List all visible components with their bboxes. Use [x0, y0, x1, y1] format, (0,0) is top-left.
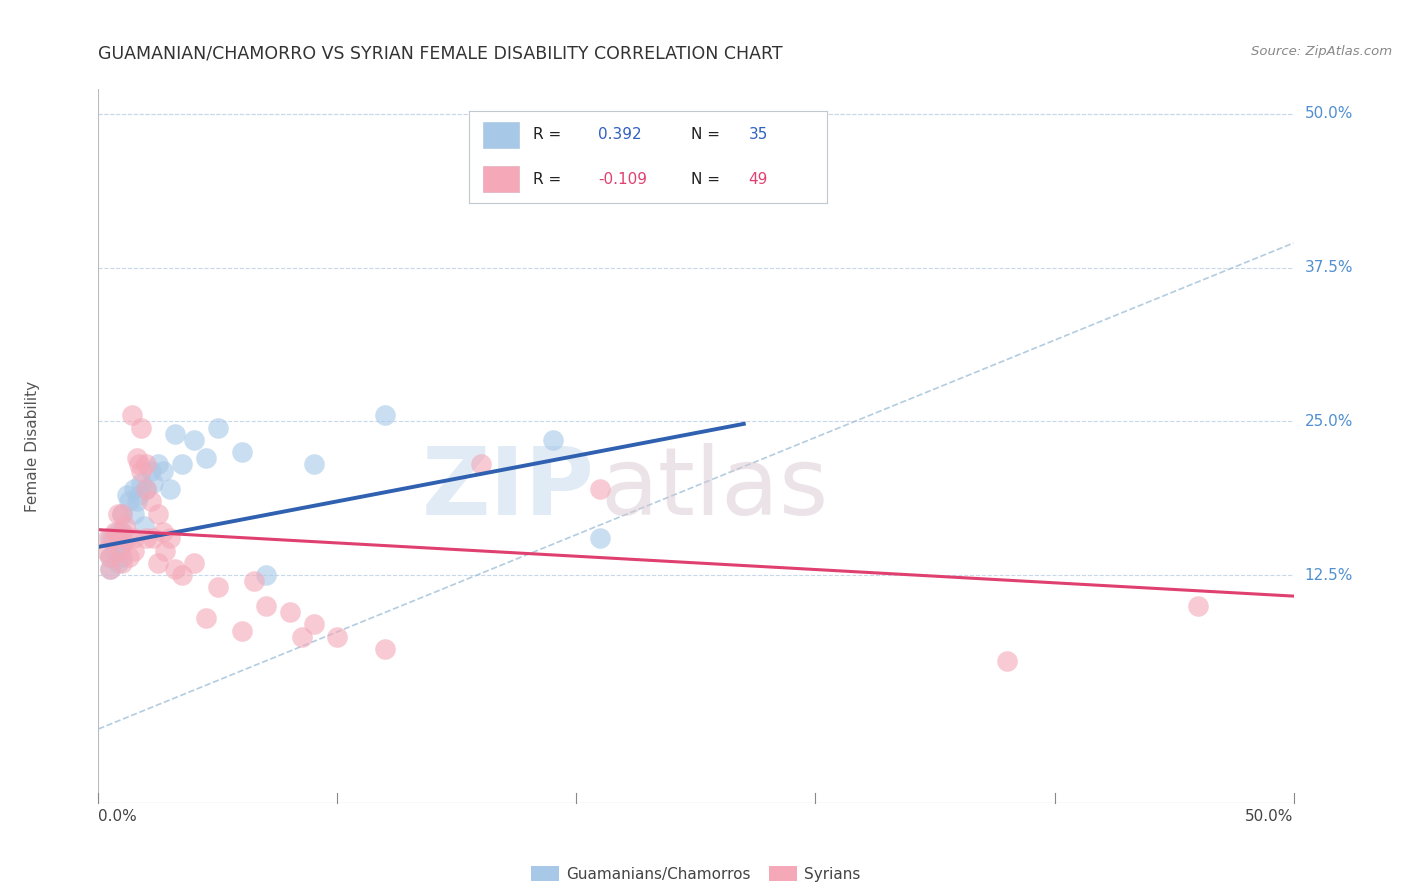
Text: 25.0%: 25.0%: [1305, 414, 1353, 429]
Text: 12.5%: 12.5%: [1305, 567, 1353, 582]
Text: Source: ZipAtlas.com: Source: ZipAtlas.com: [1251, 45, 1392, 58]
Point: [254, 568, 277, 582]
Point: [111, 525, 134, 540]
Point: [254, 599, 277, 613]
Point: [107, 525, 129, 540]
Point: [131, 464, 153, 478]
Point: [142, 531, 165, 545]
Point: [135, 531, 157, 545]
Point: [148, 507, 170, 521]
Point: [111, 556, 134, 570]
Point: [172, 568, 194, 582]
Point: [194, 611, 217, 625]
Point: [135, 482, 157, 496]
Point: [104, 525, 127, 540]
Point: [207, 581, 229, 595]
Point: [374, 409, 396, 423]
Point: [118, 494, 141, 508]
Point: [152, 525, 174, 540]
Point: [183, 556, 205, 570]
Point: [131, 475, 153, 490]
Text: 0.0%: 0.0%: [98, 809, 138, 824]
Point: [148, 458, 170, 472]
Text: GUAMANIAN/CHAMORRO VS SYRIAN FEMALE DISABILITY CORRELATION CHART: GUAMANIAN/CHAMORRO VS SYRIAN FEMALE DISA…: [98, 45, 783, 62]
Point: [135, 482, 157, 496]
Point: [290, 630, 312, 644]
Text: Female Disability: Female Disability: [25, 380, 41, 512]
Point: [128, 458, 150, 472]
Point: [107, 507, 129, 521]
Point: [172, 458, 194, 472]
Point: [243, 574, 266, 589]
Point: [97, 531, 120, 545]
Point: [104, 543, 127, 558]
Point: [124, 543, 146, 558]
Point: [111, 507, 134, 521]
Point: [118, 549, 141, 564]
Point: [326, 630, 349, 644]
Point: [124, 482, 146, 496]
Point: [374, 642, 396, 657]
Point: [183, 433, 205, 447]
Point: [139, 464, 162, 478]
Point: [995, 654, 1018, 668]
Point: [101, 531, 124, 545]
Point: [470, 458, 492, 472]
Text: atlas: atlas: [600, 442, 828, 535]
Point: [155, 543, 177, 558]
Text: 37.5%: 37.5%: [1305, 260, 1353, 275]
Point: [159, 531, 181, 545]
Point: [107, 556, 129, 570]
Point: [302, 458, 325, 472]
Point: [231, 445, 253, 459]
Point: [111, 549, 134, 564]
Text: 50.0%: 50.0%: [1246, 809, 1294, 824]
Point: [302, 617, 325, 632]
Point: [139, 494, 162, 508]
Point: [108, 543, 131, 558]
Point: [98, 549, 122, 564]
Point: [121, 409, 143, 423]
Point: [194, 451, 217, 466]
Point: [541, 433, 564, 447]
Point: [278, 605, 301, 619]
Point: [115, 488, 138, 502]
Point: [94, 543, 117, 558]
Point: [111, 507, 134, 521]
Point: [115, 531, 138, 545]
Point: [125, 451, 148, 466]
Point: [163, 562, 186, 576]
Point: [207, 420, 229, 434]
Point: [98, 562, 122, 576]
Point: [111, 525, 134, 540]
Point: [159, 482, 181, 496]
Point: [98, 562, 122, 576]
Point: [142, 475, 165, 490]
Point: [152, 464, 174, 478]
Point: [124, 507, 146, 521]
Point: [98, 549, 122, 564]
Point: [131, 420, 153, 434]
Point: [589, 482, 612, 496]
Point: [148, 556, 170, 570]
Point: [231, 624, 253, 638]
Point: [124, 531, 146, 545]
Point: [125, 494, 148, 508]
Point: [114, 519, 136, 533]
Text: 50.0%: 50.0%: [1305, 106, 1353, 121]
Legend: Guamanians/Chamorros, Syrians: Guamanians/Chamorros, Syrians: [524, 860, 868, 888]
Point: [135, 458, 157, 472]
Point: [589, 531, 612, 545]
Text: ZIP: ZIP: [422, 442, 595, 535]
Point: [107, 531, 129, 545]
Point: [132, 519, 155, 533]
Point: [163, 426, 186, 441]
Point: [1187, 599, 1209, 613]
Point: [128, 488, 150, 502]
Point: [111, 537, 134, 551]
Point: [98, 531, 122, 545]
